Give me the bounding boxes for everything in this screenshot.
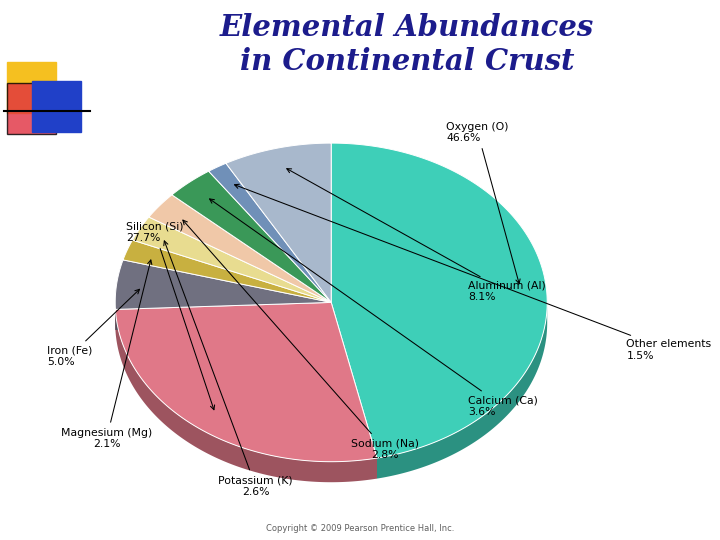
Text: Potassium (K)
2.6%: Potassium (K) 2.6% <box>163 241 293 497</box>
Polygon shape <box>209 163 331 302</box>
Polygon shape <box>115 302 331 330</box>
Text: Magnesium (Mg)
2.1%: Magnesium (Mg) 2.1% <box>61 260 152 449</box>
Polygon shape <box>132 217 331 302</box>
Polygon shape <box>172 171 331 302</box>
Text: Calcium (Ca)
3.6%: Calcium (Ca) 3.6% <box>210 199 538 417</box>
Polygon shape <box>377 303 547 478</box>
Text: Oxygen (O)
46.6%: Oxygen (O) 46.6% <box>446 122 520 284</box>
Polygon shape <box>123 240 331 302</box>
Polygon shape <box>115 309 377 482</box>
Text: Elemental Abundances
in Continental Crust: Elemental Abundances in Continental Crus… <box>220 14 594 76</box>
Polygon shape <box>149 195 331 302</box>
Polygon shape <box>115 260 331 309</box>
Polygon shape <box>331 302 377 478</box>
Text: Aluminum (Al)
8.1%: Aluminum (Al) 8.1% <box>287 168 546 302</box>
Polygon shape <box>115 302 377 462</box>
Polygon shape <box>331 143 547 458</box>
Text: Sodium (Na)
2.8%: Sodium (Na) 2.8% <box>183 220 419 460</box>
FancyBboxPatch shape <box>7 83 56 134</box>
Polygon shape <box>331 302 377 478</box>
Text: Copyright © 2009 Pearson Prentice Hall, Inc.: Copyright © 2009 Pearson Prentice Hall, … <box>266 524 454 533</box>
Text: Other elements
1.5%: Other elements 1.5% <box>235 184 711 361</box>
FancyBboxPatch shape <box>7 62 56 113</box>
Text: Silicon (Si)
27.7%: Silicon (Si) 27.7% <box>126 221 215 410</box>
Polygon shape <box>226 143 331 302</box>
FancyBboxPatch shape <box>32 81 81 132</box>
Text: Iron (Fe)
5.0%: Iron (Fe) 5.0% <box>47 289 140 367</box>
Polygon shape <box>115 302 331 330</box>
